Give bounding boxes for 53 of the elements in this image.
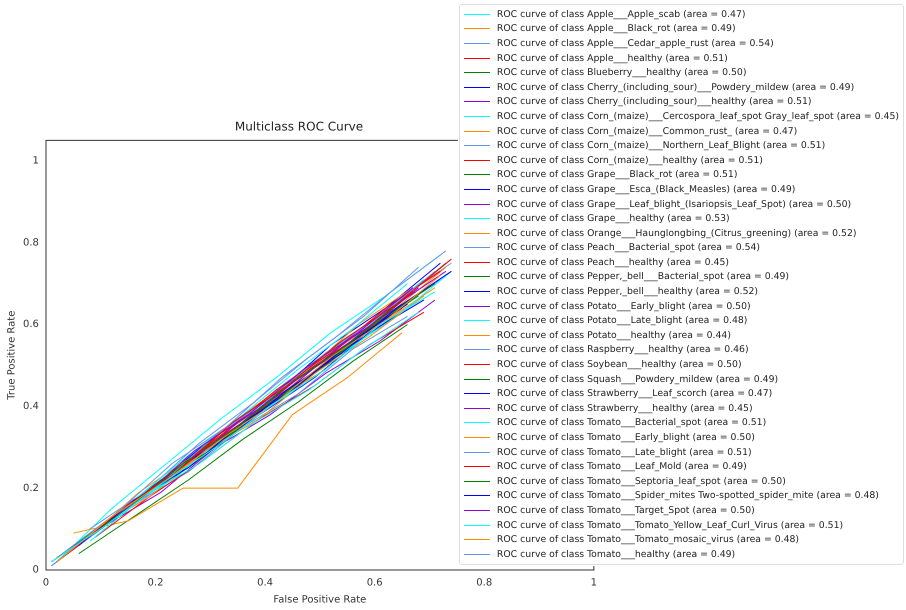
- legend-label: ROC curve of class Raspberry___healthy (area = 0.46): [496, 344, 749, 356]
- legend-label: ROC curve of class Tomato___Late_blight (area = 0.51): [496, 446, 752, 458]
- legend-label: ROC curve of class Corn_(maize)___Cercospora_leaf_spot Gray_leaf_spot (area = 0.45): [496, 110, 899, 122]
- legend-label: ROC curve of class Peach___Bacterial_spot (area = 0.54): [496, 242, 760, 254]
- legend-label: ROC curve of class Peach___healthy (area = 0.45): [496, 256, 729, 268]
- legend-label: ROC curve of class Tomato___Tomato_Yellow_Leaf_Curl_Virus (area = 0.51): [496, 520, 844, 531]
- legend-label: ROC curve of class Blueberry___healthy (area = 0.50): [496, 67, 746, 78]
- legend-label: ROC curve of class Corn_(maize)___Northern_Leaf_Blight (area = 0.51): [496, 140, 826, 152]
- legend-label: ROC curve of class Tomato___Target_Spot (area = 0.50): [496, 504, 755, 516]
- legend-label: ROC curve of class Grape___Black_rot (area = 0.51): [496, 169, 738, 180]
- legend-label: ROC curve of class Squash___Powdery_mildew (area = 0.49): [496, 374, 778, 385]
- x-tick-label: 0: [42, 578, 50, 589]
- legend-label: ROC curve of class Pepper,_bell___healthy (area = 0.52): [496, 286, 758, 298]
- y-tick-label: 0.6: [22, 319, 39, 330]
- x-tick-label: 0.4: [257, 578, 274, 589]
- legend-label: ROC curve of class Potato___Late_blight (area = 0.48): [496, 315, 748, 326]
- y-tick-label: 0.2: [22, 482, 39, 494]
- legend-label: ROC curve of class Tomato___Tomato_mosaic_virus (area = 0.48): [496, 534, 800, 546]
- legend-label: ROC curve of class Potato___Early_blight (area = 0.50): [496, 300, 751, 312]
- legend-label: ROC curve of class Strawberry___healthy (area = 0.45): [496, 402, 753, 414]
- chart-title: Multiclass ROC Curve: [234, 119, 364, 134]
- legend-label: ROC curve of class Grape___Leaf_blight_(Isariopsis_Leaf_Spot) (area = 0.50): [496, 198, 852, 210]
- legend-label: ROC curve of class Apple___Cedar_apple_rust (area = 0.54): [496, 38, 774, 49]
- y-tick-label: 0.8: [22, 237, 39, 248]
- legend-label: ROC curve of class Grape___healthy (area = 0.53): [496, 213, 730, 224]
- legend-label: ROC curve of class Tomato___Leaf_Mold (area = 0.49): [496, 461, 747, 472]
- x-tick-label: 0.8: [476, 578, 492, 589]
- legend-label: ROC curve of class Pepper,_bell___Bacterial_spot (area = 0.49): [496, 271, 790, 282]
- legend-label: ROC curve of class Tomato___Bacterial_spot (area = 0.51): [496, 417, 766, 428]
- x-tick-label: 0.2: [148, 578, 164, 589]
- y-tick-label: 0: [32, 564, 39, 576]
- legend-label: ROC curve of class Grape___Esca_(Black_Measles) (area = 0.49): [496, 184, 796, 195]
- legend-label: ROC curve of class Corn_(maize)___Common_rust_ (area = 0.47): [496, 126, 798, 137]
- legend-label: ROC curve of class Apple___healthy (area = 0.51): [496, 52, 728, 64]
- legend-label: ROC curve of class Orange___Haunglongbing_(Citrus_greening) (area = 0.52): [496, 228, 856, 239]
- x-axis-title: False Positive Rate: [273, 594, 366, 606]
- legend-label: ROC curve of class Soybean___healthy (area = 0.50): [496, 359, 742, 370]
- y-tick-label: 1: [32, 155, 39, 166]
- y-axis-title: True Positive Rate: [6, 310, 18, 401]
- legend-label: ROC curve of class Potato___healthy (area = 0.44): [496, 330, 731, 341]
- y-tick-label: 0.4: [22, 400, 39, 412]
- legend-label: ROC curve of class Apple___Apple_scab (area = 0.47): [496, 8, 746, 20]
- legend-label: ROC curve of class Tomato___Septoria_leaf_spot (area = 0.50): [496, 476, 786, 487]
- x-tick-label: 0.6: [366, 578, 383, 589]
- legend-label: ROC curve of class Cherry_(including_sour)___Powdery_mildew (area = 0.49): [496, 82, 854, 93]
- legend-label: ROC curve of class Corn_(maize)___healthy (area = 0.51): [496, 154, 763, 166]
- legend-label: ROC curve of class Tomato___Early_blight (area = 0.50): [496, 432, 755, 444]
- legend-label: ROC curve of class Cherry_(including_sour)___healthy (area = 0.51): [496, 96, 812, 108]
- legend-label: ROC curve of class Strawberry___Leaf_scorch (area = 0.47): [496, 388, 772, 400]
- legend-label: ROC curve of class Apple___Black_rot (area = 0.49): [496, 23, 736, 34]
- x-tick-label: 1: [590, 578, 598, 589]
- legend-label: ROC curve of class Tomato___Spider_mites Two-spotted_spider_mite (area = 0.48): [496, 490, 879, 502]
- legend-label: ROC curve of class Tomato___healthy (area = 0.49): [496, 548, 736, 560]
